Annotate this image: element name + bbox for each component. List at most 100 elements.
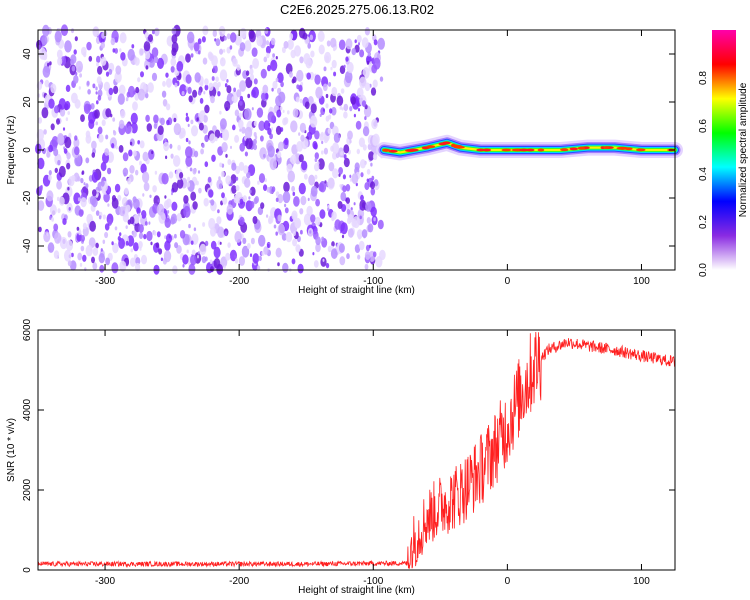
noise-speck: [282, 109, 285, 113]
noise-speck: [111, 197, 119, 209]
noise-speck: [339, 256, 346, 266]
noise-speck: [185, 74, 192, 84]
noise-speck: [148, 34, 153, 43]
noise-speck: [281, 233, 287, 241]
noise-speck: [131, 44, 135, 49]
noise-speck: [104, 223, 110, 231]
noise-speck: [193, 150, 199, 158]
noise-speck: [218, 176, 221, 181]
noise-speck: [185, 116, 190, 122]
noise-speck: [328, 162, 335, 172]
noise-speck: [198, 187, 202, 194]
noise-speck: [357, 234, 362, 240]
noise-speck: [114, 71, 122, 83]
noise-speck: [185, 146, 193, 159]
noise-speck: [57, 159, 61, 166]
noise-speck: [188, 263, 196, 275]
noise-speck: [343, 103, 349, 112]
noise-speck: [92, 189, 97, 197]
noise-speck: [365, 244, 370, 252]
noise-speck: [89, 220, 96, 232]
noise-speck: [307, 43, 312, 49]
noise-speck: [287, 110, 290, 115]
noise-speck: [58, 98, 66, 110]
noise-speck: [161, 173, 169, 185]
signal-hotspot: [624, 147, 633, 151]
noise-speck: [366, 60, 370, 65]
noise-speck: [142, 193, 145, 197]
noise-speck: [244, 126, 253, 139]
noise-speck: [325, 262, 330, 269]
signal-hotspot: [451, 143, 456, 147]
noise-speck: [42, 24, 50, 37]
noise-speck: [265, 45, 271, 54]
noise-speck: [347, 228, 354, 238]
noise-speck: [273, 224, 277, 229]
noise-speck: [114, 48, 118, 54]
noise-speck: [66, 240, 73, 252]
noise-speck: [379, 249, 386, 261]
colorbar-ticks: 0.0 0.2 0.4 0.6 0.8: [698, 71, 709, 277]
noise-speck: [135, 262, 141, 272]
noise-speck: [330, 37, 337, 49]
noise-speck: [179, 230, 186, 239]
noise-speck: [301, 160, 308, 171]
noise-speck: [236, 64, 241, 71]
noise-speck: [98, 215, 102, 220]
noise-speck: [100, 161, 107, 172]
noise-speck: [372, 153, 378, 161]
noise-speck: [204, 161, 209, 168]
noise-speck: [351, 48, 357, 56]
noise-speck: [182, 264, 185, 268]
noise-speck: [282, 191, 291, 204]
noise-speck: [219, 118, 227, 130]
noise-speck: [331, 86, 338, 97]
noise-speck: [209, 133, 216, 144]
noise-speck: [318, 44, 325, 55]
noise-speck: [323, 66, 327, 72]
noise-speck: [179, 172, 184, 179]
noise-speck: [359, 206, 362, 210]
noise-speck: [144, 221, 148, 226]
noise-speck: [328, 82, 332, 87]
noise-speck: [339, 105, 343, 110]
noise-speck: [63, 249, 72, 262]
noise-speck: [41, 107, 49, 119]
noise-speck: [118, 238, 125, 249]
noise-speck: [127, 177, 132, 185]
noise-speck: [83, 182, 86, 186]
noise-speck: [295, 244, 301, 253]
noise-speck: [57, 57, 63, 66]
noise-speck: [358, 240, 365, 251]
noise-speck: [326, 40, 331, 47]
noise-speck: [125, 240, 129, 246]
noise-speck: [160, 117, 165, 126]
noise-speck: [65, 117, 69, 122]
noise-speck: [165, 72, 169, 78]
noise-speck: [107, 167, 112, 175]
signal-hotspot: [569, 147, 578, 151]
noise-speck: [75, 72, 78, 76]
noise-speck: [219, 241, 222, 245]
noise-speck: [312, 252, 315, 256]
noise-speck: [364, 27, 370, 36]
noise-speck: [226, 79, 229, 83]
noise-speck: [210, 95, 215, 104]
noise-speck: [267, 243, 270, 248]
noise-speck: [343, 157, 350, 168]
noise-speck: [253, 144, 257, 151]
noise-speck: [321, 236, 325, 242]
noise-speck: [346, 208, 351, 215]
noise-speck: [277, 223, 285, 236]
noise-speck: [343, 111, 348, 119]
noise-speck: [150, 241, 153, 246]
noise-speck: [359, 215, 362, 220]
noise-speck: [86, 80, 90, 86]
noise-speck: [92, 26, 100, 38]
noise-speck: [242, 195, 247, 203]
noise-speck: [345, 38, 353, 50]
noise-speck: [129, 216, 135, 225]
noise-speck: [171, 27, 177, 35]
noise-speck: [291, 78, 295, 84]
noise-speck: [340, 222, 348, 235]
